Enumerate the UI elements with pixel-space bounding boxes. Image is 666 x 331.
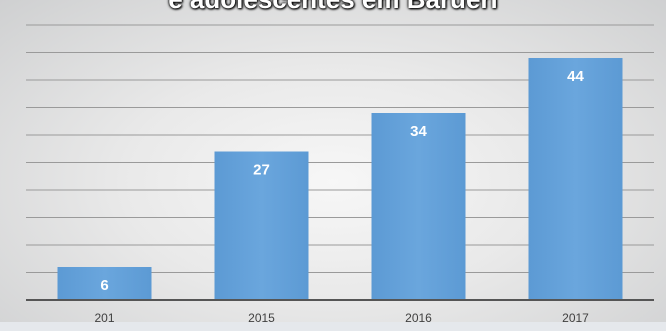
x-tick-label: 2015 xyxy=(248,311,275,325)
bar-2017 xyxy=(528,58,623,300)
x-tick-label: 2016 xyxy=(405,311,432,325)
bar-2015 xyxy=(214,151,309,300)
data-label: 44 xyxy=(567,68,584,85)
x-tick-label: 2017 xyxy=(562,311,589,325)
data-label: 27 xyxy=(253,162,270,179)
bar-201 xyxy=(57,267,152,300)
bottom-band xyxy=(0,322,666,331)
chart-title: e adolescentes em Barueri xyxy=(0,0,666,15)
bar-2016 xyxy=(371,113,466,300)
data-label: 34 xyxy=(410,123,427,140)
x-tick-labels: 201 2015 2016 2017 xyxy=(94,311,589,325)
data-labels: 6 27 34 44 xyxy=(100,68,584,294)
data-label: 6 xyxy=(100,277,108,294)
bars xyxy=(57,58,623,300)
x-tick-label: 201 xyxy=(94,311,114,325)
